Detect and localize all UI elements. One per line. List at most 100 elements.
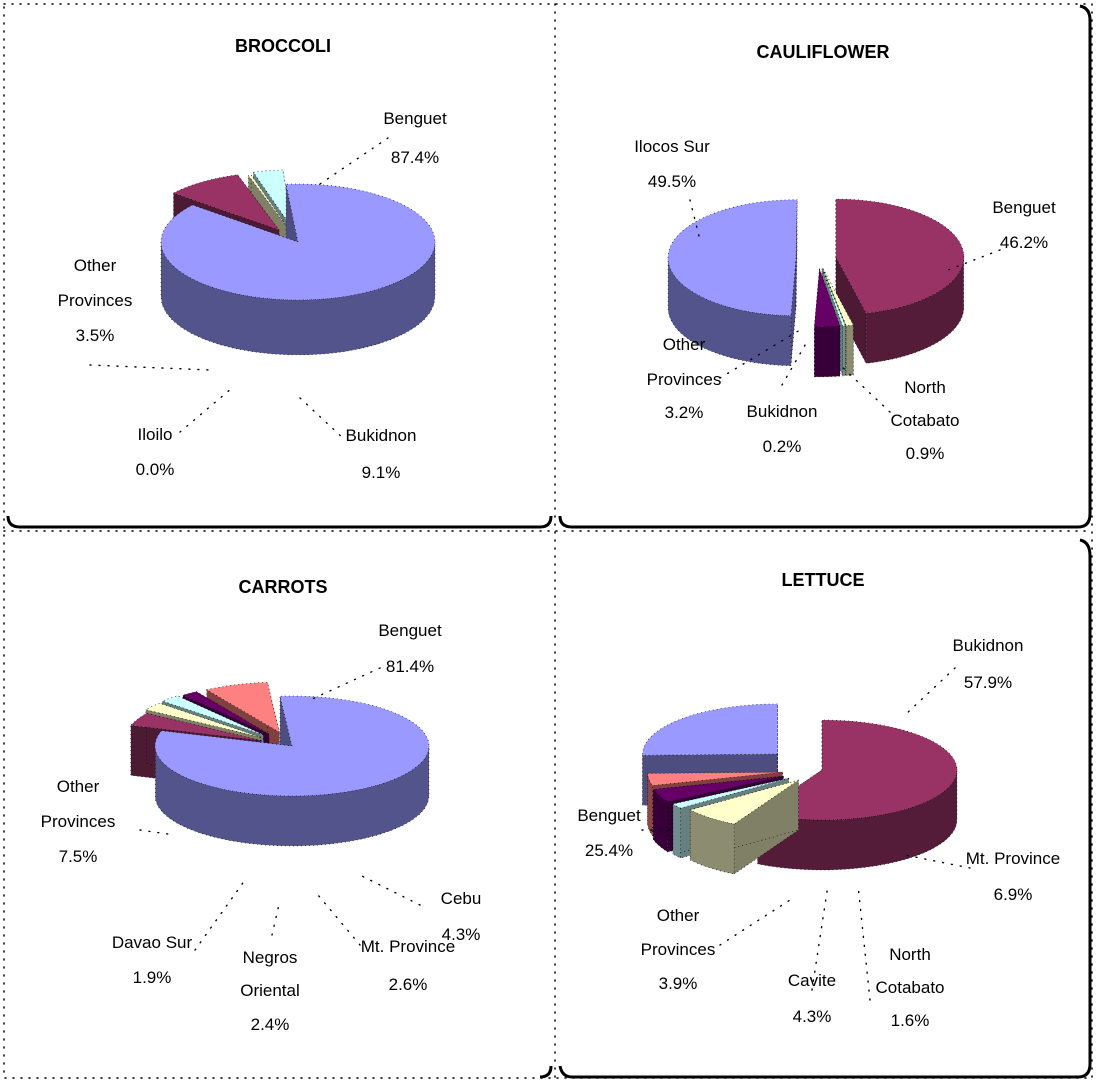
slice-value: 4.3%	[442, 925, 481, 944]
slice-value: 6.9%	[994, 885, 1033, 904]
slice-name: Ilocos Sur	[634, 137, 710, 156]
pie-slice-benguet	[835, 198, 965, 364]
slice-name: Davao Sur	[112, 933, 193, 952]
slice-name-line2: Provinces	[58, 291, 133, 310]
slice-label-mt-province: Mt. Province 2.6%	[361, 937, 455, 994]
slice-wall	[795, 199, 798, 308]
slice-value: 1.6%	[891, 1011, 930, 1030]
slice-top	[689, 779, 799, 825]
pie-slice-benguet	[160, 183, 436, 356]
slice-rim	[757, 768, 958, 871]
slice-name: Bukidnon	[346, 426, 417, 445]
slice-label-other-provinces: Other Provinces 3.5%	[58, 256, 133, 345]
slice-name-line2: Cotabato	[891, 411, 960, 430]
slice-name: Bukidnon	[953, 636, 1024, 655]
chart-title: CARROTS	[239, 577, 328, 597]
slice-top	[835, 198, 965, 314]
slice-label-other-provinces: Other Provinces 3.9%	[641, 906, 716, 993]
panel-borders	[3, 3, 1093, 1079]
slice-value: 49.5%	[648, 172, 696, 191]
slice-name: Other	[663, 335, 706, 354]
slice-top	[247, 174, 291, 231]
slice-top	[756, 719, 958, 821]
slice-label-benguet: Benguet 25.4%	[577, 806, 641, 860]
slice-value: 0.9%	[906, 444, 945, 463]
slice-name-line2: Cotabato	[876, 978, 945, 997]
slice-rim	[689, 809, 735, 875]
slice-top	[642, 703, 778, 756]
slice-name: Iloilo	[138, 425, 173, 444]
slice-label-benguet: Benguet 46.2%	[992, 198, 1056, 252]
slice-value: 1.9%	[133, 968, 172, 987]
pie-slice-benguet	[154, 695, 430, 847]
slice-value: 87.4%	[391, 148, 439, 167]
slice-top	[252, 169, 293, 229]
slice-top	[652, 775, 784, 803]
pie-slices	[130, 682, 430, 847]
leader-lines	[689, 199, 1001, 413]
slice-name: Other	[74, 256, 117, 275]
slice-label-bukidnon: Bukidnon 9.1%	[346, 426, 417, 482]
slice-top	[647, 771, 783, 786]
slice-name-line2: Provinces	[41, 812, 116, 831]
slice-label-iloilo: Iloilo 0.0%	[136, 425, 175, 479]
slice-label-bukidnon: Bukidnon 0.2%	[747, 402, 818, 456]
slice-value: 3.2%	[665, 403, 704, 422]
slice-top	[160, 183, 436, 301]
slice-top	[172, 174, 280, 231]
slice-top	[667, 199, 798, 317]
slice-top	[205, 682, 280, 733]
slice-value: 0.0%	[136, 460, 175, 479]
slice-name: Benguet	[992, 198, 1056, 217]
slice-value: 2.4%	[251, 1015, 290, 1034]
pie-slices	[642, 703, 958, 875]
slice-rim	[672, 803, 681, 859]
slice-name: Benguet	[383, 109, 447, 128]
slice-name: Cavite	[788, 971, 836, 990]
pie-slice-other-provinces	[814, 268, 841, 378]
slice-name: Bukidnon	[747, 402, 818, 421]
chart-title: CAULIFLOWER	[757, 42, 890, 62]
slice-name: Cebu	[441, 889, 482, 908]
chart-title: LETTUCE	[782, 570, 865, 590]
chart-cauliflower: CAULIFLOWER Ilocos Sur 49.5% Benguet 46.…	[634, 42, 1056, 463]
slice-name-line2: Provinces	[641, 940, 716, 959]
slice-name: Other	[657, 906, 700, 925]
slice-label-mt-province: Mt. Province 6.9%	[966, 849, 1060, 904]
slice-label-other-provinces: Other Provinces 7.5%	[41, 777, 116, 866]
slice-value: 3.5%	[76, 326, 115, 345]
slice-name: Benguet	[378, 621, 442, 640]
slice-value: 57.9%	[964, 673, 1012, 692]
pie-slices	[667, 198, 965, 378]
slice-label-benguet: Benguet 81.4%	[378, 621, 442, 676]
chart-title: BROCCOLI	[235, 36, 331, 56]
leader-lines	[139, 667, 421, 951]
slice-label-bukidnon: Bukidnon 57.9%	[953, 636, 1024, 692]
slice-label-north-cotabato: North Cotabato 1.6%	[876, 945, 945, 1030]
slice-top	[161, 695, 264, 736]
slice-value: 3.9%	[659, 974, 698, 993]
slice-name: Benguet	[577, 806, 641, 825]
chart-broccoli: BROCCOLI Benguet 87.4% Bukidnon 9.1% Ilo…	[58, 36, 447, 482]
slice-top	[182, 691, 269, 735]
slice-value: 2.6%	[389, 975, 428, 994]
slice-rim	[845, 324, 854, 377]
pie-slices	[160, 169, 436, 356]
slice-label-davao-sur: Davao Sur 1.9%	[112, 933, 193, 987]
slice-label-north-cotabato: North Cotabato 0.9%	[891, 378, 960, 463]
slice-rim	[652, 788, 668, 853]
slice-value: 46.2%	[1000, 233, 1048, 252]
slice-rim	[160, 241, 436, 356]
slice-value: 7.5%	[59, 847, 98, 866]
slice-rim	[814, 325, 841, 378]
slice-wall	[790, 257, 797, 366]
slice-value: 25.4%	[585, 841, 633, 860]
slice-name: North	[889, 945, 931, 964]
slice-name-line2: Provinces	[647, 370, 722, 389]
slice-top	[154, 695, 430, 797]
slice-top	[144, 702, 261, 738]
chart-carrots: CARROTS Benguet 81.4% Other Provinces 7.…	[41, 577, 482, 1034]
leader-lines	[89, 137, 389, 441]
slice-name-line2: Oriental	[240, 981, 300, 1000]
